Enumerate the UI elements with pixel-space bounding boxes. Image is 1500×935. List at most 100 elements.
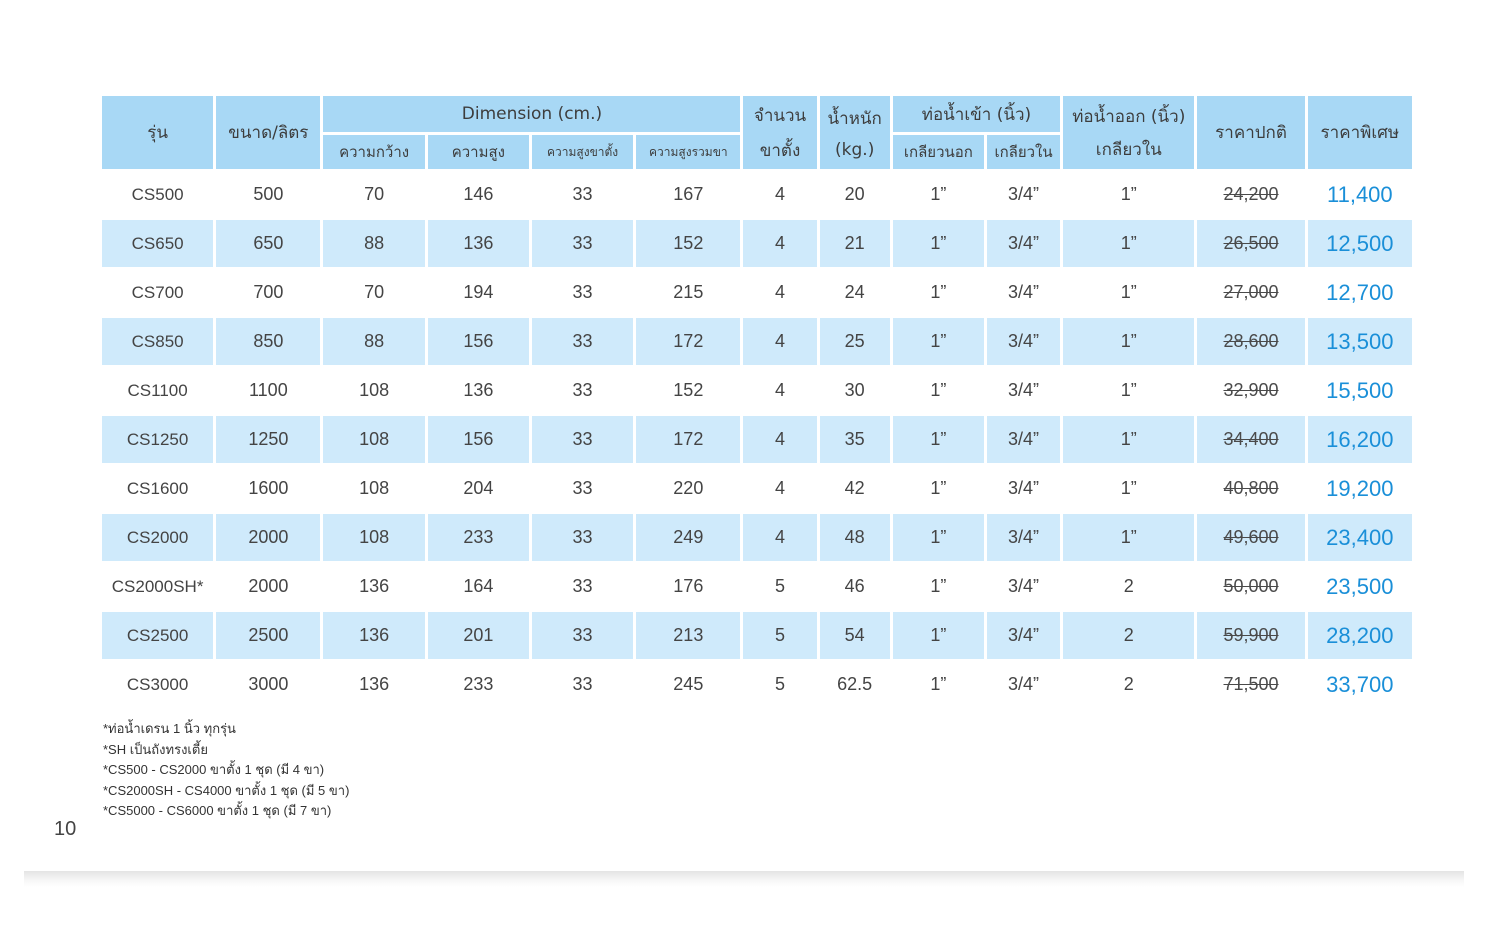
cell-height: 233: [427, 512, 529, 561]
cell-special-price: 33,700: [1307, 659, 1412, 708]
cell-model: CS500: [102, 169, 214, 218]
table-row: CS1100 1100 108 136 33 152 4 30 1” 3/4” …: [102, 365, 1412, 414]
cell-special-price: 15,500: [1307, 365, 1412, 414]
cell-weight: 25: [819, 316, 890, 365]
cell-legs: 4: [743, 169, 817, 218]
header-size: ขนาด/ลิตร: [216, 96, 321, 169]
header-outer-thread: เกลียวนอก: [892, 132, 984, 169]
table-row: CS1600 1600 108 204 33 220 4 42 1” 3/4” …: [102, 463, 1412, 512]
cell-total-height: 176: [636, 561, 741, 610]
cell-width: 70: [323, 267, 425, 316]
header-inlet: ท่อน้ำเข้า (นิ้ว): [892, 96, 1061, 132]
header-weight: น้ำหนัก (kg.): [819, 96, 890, 169]
cell-special-price: 16,200: [1307, 414, 1412, 463]
footnote: *CS500 - CS2000 ขาตั้ง 1 ชุด (มี 4 ขา): [103, 762, 325, 777]
header-legs-line2: ขาตั้ง: [759, 140, 801, 161]
cell-special-price: 28,200: [1307, 610, 1412, 659]
cell-inner-thread: 3/4”: [986, 610, 1061, 659]
cell-weight: 30: [819, 365, 890, 414]
cell-outer-thread: 1”: [892, 512, 984, 561]
cell-model: CS700: [102, 267, 214, 316]
cell-width: 136: [323, 610, 425, 659]
cell-width: 70: [323, 169, 425, 218]
cell-total-height: 215: [636, 267, 741, 316]
header-width: ความกว้าง: [323, 132, 425, 169]
cell-special-price: 19,200: [1307, 463, 1412, 512]
cell-size: 650: [216, 218, 321, 267]
cell-model: CS1600: [102, 463, 214, 512]
cell-normal-price: 71,500: [1197, 659, 1305, 708]
cell-outer-thread: 1”: [892, 463, 984, 512]
cell-outer-thread: 1”: [892, 659, 984, 708]
table-row: CS500 500 70 146 33 167 4 20 1” 3/4” 1” …: [102, 169, 1412, 218]
cell-height: 201: [427, 610, 529, 659]
cell-leg-height: 33: [531, 414, 634, 463]
cell-width: 108: [323, 365, 425, 414]
cell-inner-thread: 3/4”: [986, 169, 1061, 218]
cell-outlet: 1”: [1063, 169, 1195, 218]
cell-model: CS1100: [102, 365, 214, 414]
cell-weight: 54: [819, 610, 890, 659]
footnote: *CS5000 - CS6000 ขาตั้ง 1 ชุด (มี 7 ขา): [103, 803, 332, 818]
cell-outlet: 1”: [1063, 267, 1195, 316]
cell-outer-thread: 1”: [892, 561, 984, 610]
header-height: ความสูง: [427, 132, 529, 169]
cell-outlet: 1”: [1063, 365, 1195, 414]
header-normal-price: ราคาปกติ: [1197, 96, 1305, 169]
cell-height: 146: [427, 169, 529, 218]
cell-height: 136: [427, 365, 529, 414]
cell-outlet: 2: [1063, 561, 1195, 610]
cell-width: 108: [323, 463, 425, 512]
cell-total-height: 245: [636, 659, 741, 708]
cell-height: 164: [427, 561, 529, 610]
cell-model: CS850: [102, 316, 214, 365]
cell-width: 88: [323, 316, 425, 365]
header-special-price: ราคาพิเศษ: [1307, 96, 1412, 169]
cell-normal-price: 24,200: [1197, 169, 1305, 218]
header-weight-line2: (kg.): [835, 140, 875, 160]
cell-size: 500: [216, 169, 321, 218]
cell-width: 108: [323, 512, 425, 561]
cell-inner-thread: 3/4”: [986, 659, 1061, 708]
cell-total-height: 249: [636, 512, 741, 561]
cell-outlet: 1”: [1063, 414, 1195, 463]
cell-model: CS2500: [102, 610, 214, 659]
price-table: รุ่น ขนาด/ลิตร Dimension (cm.) จำนวน ขาต…: [99, 96, 1415, 708]
cell-weight: 20: [819, 169, 890, 218]
cell-model: CS1250: [102, 414, 214, 463]
cell-outlet: 1”: [1063, 218, 1195, 267]
page-number: 10: [54, 818, 77, 840]
header-legs-line1: จำนวน: [753, 105, 807, 126]
cell-weight: 46: [819, 561, 890, 610]
table-row: CS650 650 88 136 33 152 4 21 1” 3/4” 1” …: [102, 218, 1412, 267]
cell-outer-thread: 1”: [892, 610, 984, 659]
cell-legs: 4: [743, 365, 817, 414]
cell-inner-thread: 3/4”: [986, 365, 1061, 414]
cell-leg-height: 33: [531, 512, 634, 561]
cell-width: 88: [323, 218, 425, 267]
cell-total-height: 167: [636, 169, 741, 218]
table-row: CS2000SH* 2000 136 164 33 176 5 46 1” 3/…: [102, 561, 1412, 610]
footnote: *ท่อน้ำเดรน 1 นิ้ว ทุกรุ่น: [103, 721, 236, 736]
cell-inner-thread: 3/4”: [986, 512, 1061, 561]
price-table-container: รุ่น ขนาด/ลิตร Dimension (cm.) จำนวน ขาต…: [102, 96, 1412, 708]
cell-total-height: 172: [636, 414, 741, 463]
cell-legs: 4: [743, 267, 817, 316]
cell-inner-thread: 3/4”: [986, 463, 1061, 512]
cell-outlet: 1”: [1063, 512, 1195, 561]
cell-leg-height: 33: [531, 561, 634, 610]
cell-special-price: 23,400: [1307, 512, 1412, 561]
cell-size: 700: [216, 267, 321, 316]
cell-legs: 4: [743, 414, 817, 463]
table-row: CS2500 2500 136 201 33 213 5 54 1” 3/4” …: [102, 610, 1412, 659]
cell-total-height: 152: [636, 218, 741, 267]
cell-normal-price: 40,800: [1197, 463, 1305, 512]
cell-special-price: 11,400: [1307, 169, 1412, 218]
header-model: รุ่น: [102, 96, 214, 169]
cell-normal-price: 28,600: [1197, 316, 1305, 365]
cell-legs: 4: [743, 218, 817, 267]
cell-outer-thread: 1”: [892, 169, 984, 218]
cell-special-price: 23,500: [1307, 561, 1412, 610]
cell-inner-thread: 3/4”: [986, 561, 1061, 610]
cell-size: 2000: [216, 512, 321, 561]
